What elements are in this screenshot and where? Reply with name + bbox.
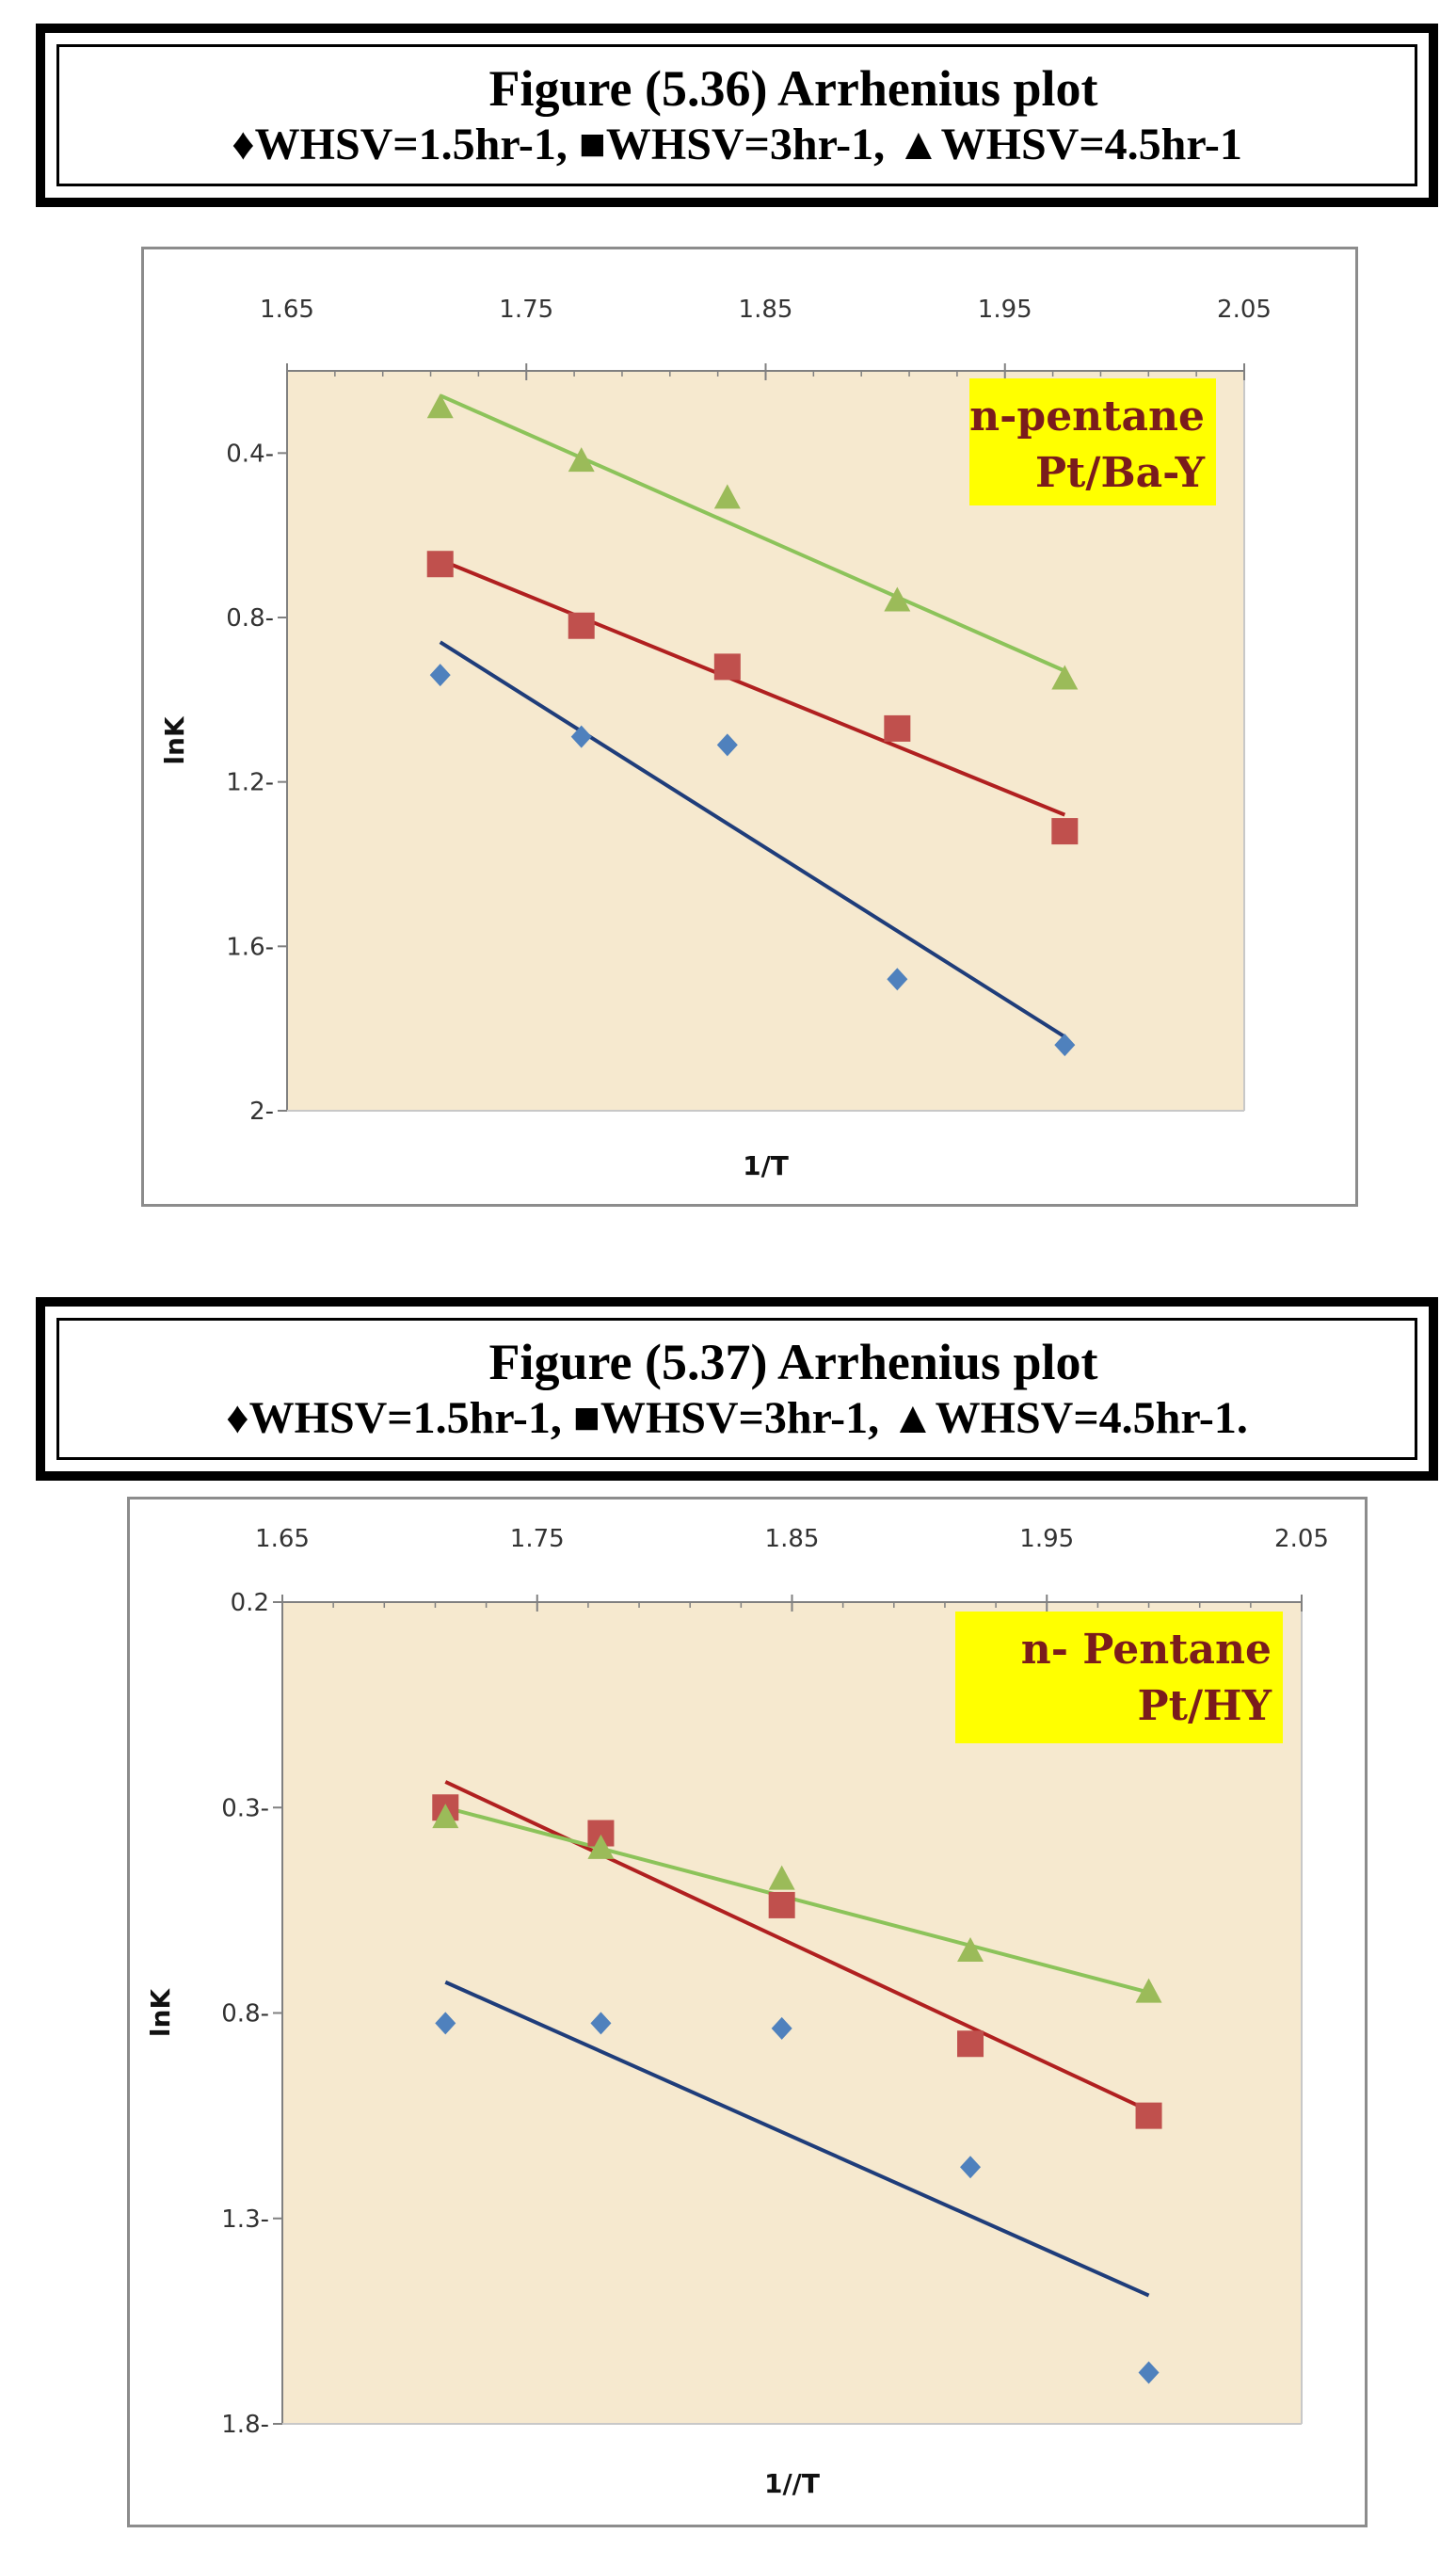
x-tick-label: 1.75	[510, 1525, 565, 1553]
y-tick-label: 0.2	[231, 1589, 269, 1617]
data-point-diamond	[429, 664, 451, 687]
x-tick-label: 1.75	[499, 296, 553, 324]
legend-series-2-label: WHSV=3hr-1,	[600, 1392, 880, 1443]
legend-series-3-label: WHSV=4.5hr-1.	[935, 1392, 1248, 1443]
data-point-square	[1135, 2102, 1162, 2129]
data-point-diamond	[590, 2012, 612, 2035]
legend-triangle-marker: ▲	[896, 119, 941, 169]
annotation-line-2: Pt/HY	[1138, 1682, 1272, 1730]
annotation-box	[955, 1612, 1283, 1743]
y-axis-title: lnK	[145, 1988, 176, 2038]
legend-triangle-marker: ▲	[890, 1392, 936, 1443]
arrhenius-chart-1: 1.65 1.75 1.85 1.95 2.05 0.4- 0.8- 1.2- 1.6- 2- 1/…	[141, 247, 1358, 1207]
legend-series-1-label: WHSV=1.5hr-1,	[248, 1392, 562, 1443]
x-axis-title: 1/T	[743, 1150, 789, 1181]
data-point-triangle	[884, 586, 911, 612]
figure-2-legend-line: ♦WHSV=1.5hr-1, ■WHSV=3hr-1, ▲WHSV=4.5hr-…	[226, 1391, 1248, 1446]
data-point-triangle	[713, 484, 741, 509]
legend-diamond-marker: ♦	[226, 1392, 249, 1443]
annotation-line-1: n- Pentane	[1021, 1626, 1272, 1674]
data-point-diamond	[435, 2012, 456, 2035]
figure-1-title: Figure (5.36) Arrhenius plot	[488, 59, 1098, 117]
arrhenius-chart-2: 1.65 1.75 1.85 1.95 2.05 0.2 0.3- 0.8- 1.3- 1.8- 1…	[127, 1497, 1368, 2527]
x-tick-label: 2.05	[1217, 296, 1272, 324]
y-tick-label: 1.6-	[226, 933, 274, 961]
data-point-diamond	[960, 2156, 982, 2179]
figure-1-title-box: Figure (5.36) Arrhenius plot ♦WHSV=1.5hr…	[36, 24, 1438, 207]
data-point-square	[426, 551, 454, 578]
y-tick-label: 0.8-	[226, 604, 274, 633]
x-tick-label: 1.85	[765, 1525, 820, 1553]
legend-square-marker: ■	[578, 119, 606, 169]
x-tick-label: 1.65	[255, 1525, 310, 1553]
data-point-diamond	[887, 968, 908, 991]
data-point-triangle	[768, 1865, 795, 1890]
figure-1-legend-line: ♦WHSV=1.5hr-1, ■WHSV=3hr-1, ▲WHSV=4.5hr-…	[232, 118, 1242, 172]
annotation-box	[969, 378, 1216, 505]
data-point-square	[957, 2030, 984, 2058]
x-axis-title: 1//T	[764, 2468, 820, 2499]
figure-2-title: Figure (5.37) Arrhenius plot	[488, 1333, 1098, 1390]
trendline-diamond-series	[439, 640, 1066, 1039]
data-point-diamond	[1138, 2361, 1160, 2384]
x-tick-label: 2.05	[1274, 1525, 1329, 1553]
y-tick-label: 1.8-	[221, 2411, 269, 2439]
annotation-line-1: n-pentane	[969, 393, 1205, 441]
data-point-diamond	[716, 733, 738, 757]
data-point-diamond	[570, 725, 592, 748]
y-axis-title: lnK	[159, 715, 190, 765]
data-point-square	[568, 612, 595, 639]
data-point-triangle	[426, 393, 454, 419]
x-tick-label: 1.85	[739, 296, 793, 324]
figure-2-title-box: Figure (5.37) Arrhenius plot ♦WHSV=1.5hr…	[36, 1297, 1438, 1481]
data-point-triangle	[587, 1834, 615, 1859]
data-point-diamond	[771, 2016, 792, 2040]
legend-square-marker: ■	[572, 1392, 600, 1443]
trendline-diamond-series	[444, 1980, 1150, 2298]
data-point-triangle	[1135, 1978, 1162, 2003]
figure-1-title-frame: Figure (5.36) Arrhenius plot ♦WHSV=1.5hr…	[56, 44, 1417, 186]
data-point-square	[884, 714, 911, 742]
figure-2-title-frame: Figure (5.37) Arrhenius plot ♦WHSV=1.5hr…	[56, 1318, 1417, 1460]
trendline-triangle-series	[444, 1805, 1150, 1995]
legend-series-2-label: WHSV=3hr-1,	[605, 119, 886, 169]
y-tick-label: 1.2-	[226, 769, 274, 797]
legend-series-1-label: WHSV=1.5hr-1,	[254, 119, 568, 169]
y-tick-label: 1.3-	[221, 2205, 269, 2234]
data-point-triangle	[432, 1804, 459, 1829]
data-point-triangle	[957, 1937, 984, 1963]
x-tick-label: 1.65	[260, 296, 314, 324]
data-point-triangle	[1051, 665, 1079, 690]
legend-diamond-marker: ♦	[232, 119, 255, 169]
legend-series-3-label: WHSV=4.5hr-1	[940, 119, 1242, 169]
trendline-square-series	[439, 558, 1066, 817]
trendline-triangle-series	[439, 393, 1066, 673]
data-point-square	[713, 653, 741, 681]
data-point-triangle	[568, 447, 595, 473]
data-point-square	[1051, 818, 1079, 845]
y-tick-label: 0.8-	[221, 2000, 269, 2029]
x-tick-label: 1.95	[1019, 1525, 1074, 1553]
x-tick-label: 1.95	[978, 296, 1032, 324]
y-tick-label: 2-	[249, 1098, 274, 1126]
y-tick-label: 0.4-	[226, 440, 274, 468]
data-point-square	[768, 1891, 795, 1918]
y-tick-label: 0.3-	[221, 1794, 269, 1822]
data-point-diamond	[1054, 1034, 1076, 1057]
annotation-line-2: Pt/Ba-Y	[1035, 449, 1206, 497]
